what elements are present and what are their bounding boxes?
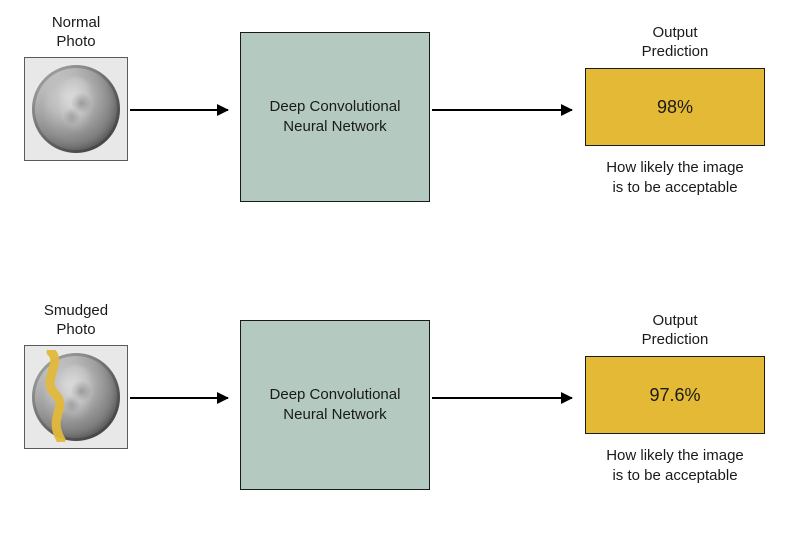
output-caption: How likely the image is to be acceptable: [585, 158, 765, 197]
output-label: Output Prediction: [600, 24, 750, 62]
input-photo-normal: [24, 57, 128, 161]
caption-line2: is to be acceptable: [612, 179, 737, 196]
coin-icon: [32, 353, 120, 441]
cnn-label-line2: Neural Network: [283, 118, 386, 135]
output-label: Output Prediction: [600, 312, 750, 350]
input-label-line1: Normal: [52, 14, 100, 31]
output-label-line1: Output: [652, 24, 697, 41]
coin-icon: [32, 65, 120, 153]
input-label-line2: Photo: [56, 321, 95, 338]
input-photo-smudged: [24, 345, 128, 449]
input-label-line1: Smudged: [44, 302, 108, 319]
caption-line2: is to be acceptable: [612, 467, 737, 484]
arrow-input-to-cnn: [130, 109, 228, 111]
output-label-line2: Prediction: [642, 331, 709, 348]
input-label: Normal Photo: [30, 14, 122, 52]
arrow-cnn-to-output: [432, 397, 572, 399]
cnn-box: Deep Convolutional Neural Network: [240, 320, 430, 490]
cnn-label-line2: Neural Network: [283, 406, 386, 423]
output-box: 97.6%: [585, 356, 765, 434]
output-value: 98%: [657, 97, 693, 118]
caption-line1: How likely the image: [606, 447, 744, 464]
output-value: 97.6%: [649, 385, 700, 406]
output-label-line1: Output: [652, 312, 697, 329]
input-label-line2: Photo: [56, 33, 95, 50]
output-caption: How likely the image is to be acceptable: [585, 446, 765, 485]
output-label-line2: Prediction: [642, 43, 709, 60]
cnn-label-line1: Deep Convolutional: [270, 98, 401, 115]
caption-line1: How likely the image: [606, 159, 744, 176]
arrow-input-to-cnn: [130, 397, 228, 399]
diagram-row-smudged: Smudged Photo Deep Convolutional Neural …: [0, 300, 800, 530]
cnn-label-line1: Deep Convolutional: [270, 386, 401, 403]
output-box: 98%: [585, 68, 765, 146]
diagram-row-normal: Normal Photo Deep Convolutional Neural N…: [0, 12, 800, 242]
cnn-box: Deep Convolutional Neural Network: [240, 32, 430, 202]
input-label: Smudged Photo: [30, 302, 122, 340]
arrow-cnn-to-output: [432, 109, 572, 111]
